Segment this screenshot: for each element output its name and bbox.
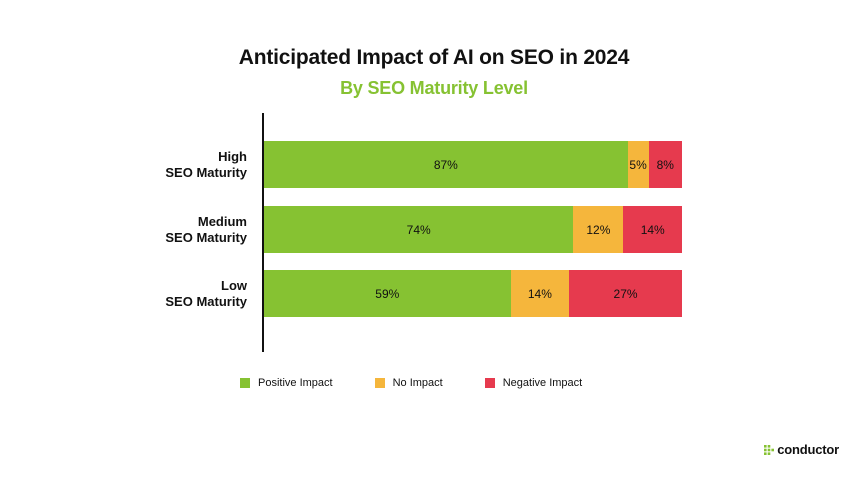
bar-data-label: 14%: [527, 286, 552, 301]
legend-label: Positive Impact: [258, 377, 333, 389]
legend-item: Negative Impact: [484, 377, 583, 389]
category-label-line: SEO Maturity: [165, 165, 247, 180]
bar-segment-negative-impact: 27%: [569, 270, 682, 317]
legend-swatch: [240, 378, 250, 388]
category-label-line: Low: [221, 278, 247, 293]
category-label: High SEO Maturity: [100, 149, 247, 181]
category-label-line: SEO Maturity: [165, 294, 247, 309]
bar-segment-positive-impact: 87%: [264, 141, 628, 188]
bar-segment-negative-impact: 8%: [648, 141, 682, 188]
bar-data-label: 59%: [375, 286, 400, 301]
chart-legend: Positive Impact No Impact Negative Impact: [240, 377, 582, 389]
bar-data-label: 27%: [613, 286, 638, 301]
bar-segment-no-impact: 5%: [627, 141, 649, 188]
logo-dot: [764, 448, 767, 451]
y-axis-line: [262, 113, 264, 352]
brand-logo: conductor: [764, 442, 839, 457]
bar-segment-no-impact: 12%: [573, 206, 624, 253]
logo-dot: [764, 451, 767, 455]
bar-segment-negative-impact: 14%: [623, 206, 682, 253]
category-label: Medium SEO Maturity: [100, 214, 247, 246]
bar-row: 74% 12% 14%: [264, 206, 682, 253]
legend-swatch: [374, 378, 385, 388]
bar-row: 87% 5% 8%: [264, 141, 682, 188]
bar-data-label: 12%: [586, 222, 611, 237]
bar-data-label: 14%: [640, 222, 665, 237]
bar-row: 59% 14% 27%: [264, 270, 682, 317]
logo-dot: [767, 451, 771, 455]
logo-dot: [764, 444, 767, 448]
bar-data-label: 87%: [433, 157, 458, 172]
category-label-line: Medium: [197, 214, 247, 229]
bar-segment-positive-impact: 59%: [264, 270, 511, 317]
brand-name: conductor: [777, 442, 839, 457]
legend-item: No Impact: [374, 377, 443, 389]
bar-data-label: 74%: [406, 222, 431, 237]
category-label-line: High: [218, 149, 247, 164]
category-label-line: SEO Maturity: [165, 230, 247, 245]
legend-swatch: [484, 378, 495, 388]
category-label: Low SEO Maturity: [100, 278, 247, 310]
legend-label: No Impact: [392, 377, 443, 389]
conductor-dots-icon: [764, 444, 775, 455]
bar-segment-no-impact: 14%: [510, 270, 570, 317]
logo-dot: [767, 444, 771, 448]
bar-data-label: 5%: [629, 157, 647, 172]
chart-title: Anticipated Impact of AI on SEO in 2024: [238, 46, 630, 69]
chart-subtitle: By SEO Maturity Level: [340, 78, 528, 98]
legend-item: Positive Impact: [240, 377, 333, 389]
bar-segment-positive-impact: 74%: [264, 206, 574, 253]
logo-dot: [767, 448, 771, 451]
legend-label: Negative Impact: [502, 377, 583, 389]
bar-data-label: 8%: [656, 157, 674, 172]
logo-dot: [771, 448, 775, 451]
